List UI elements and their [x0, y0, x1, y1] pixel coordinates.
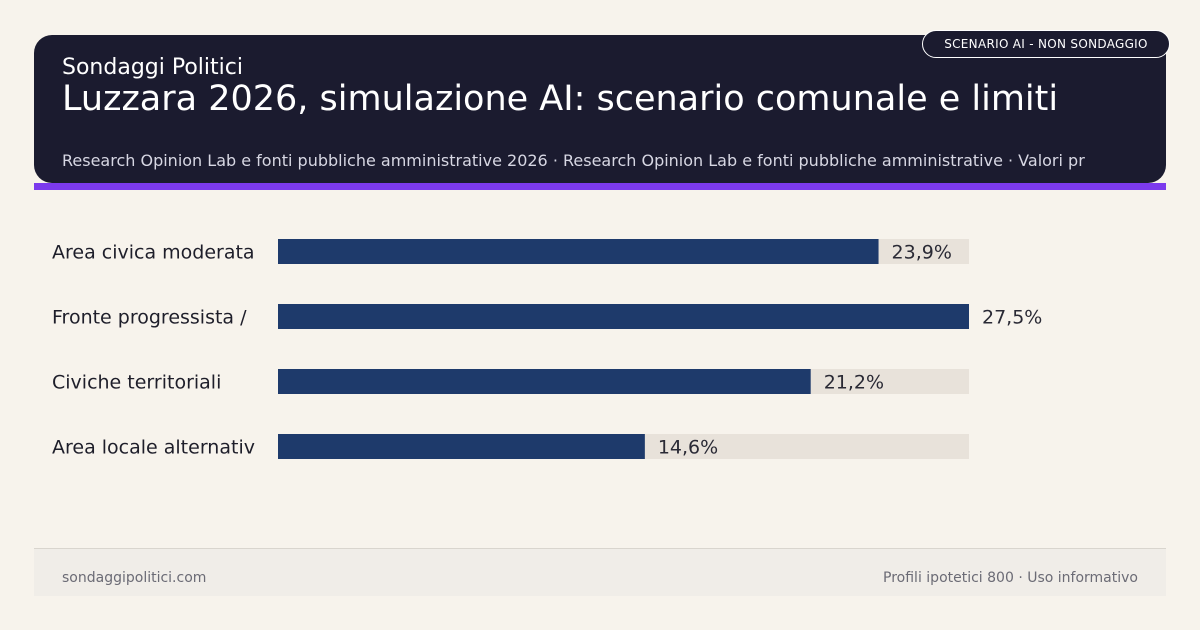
category-label-fronte-progressista: Fronte progressista / [52, 307, 247, 329]
value-label-area-civica-moderata: 23,9% [892, 242, 952, 264]
subtitle: Research Opinion Lab e fonti pubbliche a… [62, 151, 1085, 170]
header-panel: Sondaggi Politici Luzzara 2026, simulazi… [34, 35, 1166, 183]
bar-fronte-progressista[interactable] [278, 304, 969, 329]
value-label-area-locale-alternativ: 14,6% [658, 437, 718, 459]
bar-area-civica-moderata[interactable] [278, 239, 879, 264]
footer-site-link[interactable]: sondaggipolitici.com [62, 570, 207, 586]
brand-name: Sondaggi Politici [62, 55, 243, 80]
bar-civiche-territoriali[interactable] [278, 369, 811, 394]
value-label-civiche-territoriali: 21,2% [824, 372, 884, 394]
category-label-area-civica-moderata: Area civica moderata [52, 242, 255, 264]
page-title: Luzzara 2026, simulazione AI: scenario c… [62, 79, 1059, 119]
scenario-badge: SCENARIO AI - NON SONDAGGIO [922, 30, 1170, 58]
footer-note: Profili ipotetici 800 · Uso informativo [883, 570, 1138, 586]
bar-area-locale-alternativ[interactable] [278, 434, 645, 459]
footer: sondaggipolitici.com Profili ipotetici 8… [34, 548, 1166, 596]
value-label-fronte-progressista: 27,5% [982, 307, 1042, 329]
category-label-area-locale-alternativ: Area locale alternativ [52, 437, 255, 459]
category-label-civiche-territoriali: Civiche territoriali [52, 372, 221, 394]
accent-bar [34, 183, 1166, 190]
